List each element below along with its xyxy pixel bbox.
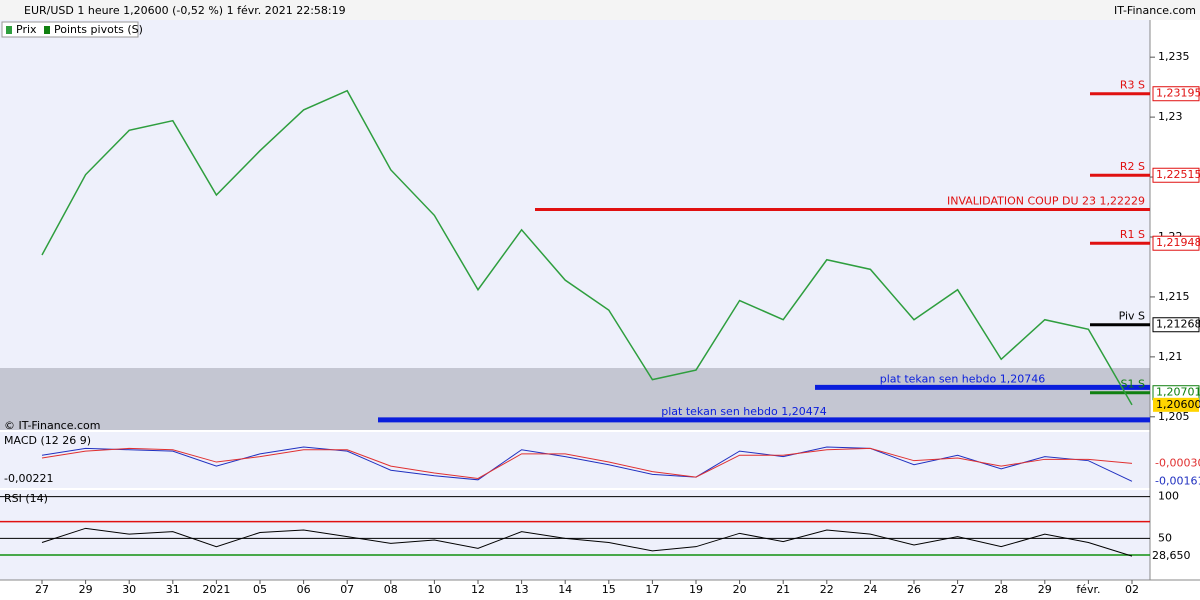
x-tick-label: 21 [776,583,790,596]
x-tick-label: 29 [79,583,93,596]
level-name: Piv S [1119,310,1145,323]
x-tick-label: 19 [689,583,703,596]
rsi-value: 28,650 [1152,549,1191,562]
x-tick-label: 27 [35,583,49,596]
legend-label: Points pivots (S) [54,23,143,36]
x-tick-label: 28 [994,583,1008,596]
x-tick-label: 10 [427,583,441,596]
macd-panel [0,432,1150,488]
x-tick-label: 27 [951,583,965,596]
x-tick-label: 20 [733,583,747,596]
y-tick-label: 1,205 [1158,410,1190,423]
copyright: © IT-Finance.com [4,419,101,432]
panel-title: RSI (14) [4,492,48,505]
y-tick-label: 50 [1158,531,1172,544]
x-tick-label: 05 [253,583,267,596]
level-name: R3 S [1120,79,1145,92]
rsi-panel [0,490,1150,580]
level-name: plat tekan sen hebdo 1,20474 [661,405,826,418]
x-tick-label: 15 [602,583,616,596]
panel-title: MACD (12 26 9) [4,434,91,447]
y-tick-label: 1,21 [1158,350,1183,363]
y-tick-label: 1,235 [1158,50,1190,63]
level-name: plat tekan sen hebdo 1,20746 [880,372,1045,385]
last-tag [1153,397,1199,412]
price-panel [0,20,1150,430]
site: IT-Finance.com [1114,4,1196,17]
x-tick-label: 07 [340,583,354,596]
y-tick-label: 1,23 [1158,110,1183,123]
x-tick-label: 13 [515,583,529,596]
x-tick-label: 26 [907,583,921,596]
x-tick-label: 2021 [202,583,230,596]
level-value: 1,21948 [1156,236,1200,249]
legend-label: Prix [16,23,37,36]
x-tick-label: 29 [1038,583,1052,596]
x-tick-label: 17 [645,583,659,596]
x-tick-label: 02 [1125,583,1139,596]
legend-swatch [44,26,50,34]
x-tick-label: 06 [297,583,311,596]
macd-line [41,447,1133,479]
title: EUR/USD 1 heure 1,20600 (-0,52 %) 1 févr… [24,4,346,17]
level-name: INVALIDATION COUP DU 23 1,22229 [947,195,1145,208]
cursor-label: -0,00221 [4,472,53,485]
x-tick-label: 14 [558,583,572,596]
level-value: 1,23195 [1156,87,1200,100]
x-tick-label: 08 [384,583,398,596]
level-name: S1 S [1121,378,1145,391]
macd-value: -0,00161 [1155,474,1200,487]
macd-line [41,446,1133,482]
x-tick-label: 12 [471,583,485,596]
level-value: 1,20701 [1156,386,1200,399]
y-tick-label: 1,215 [1158,290,1190,303]
level-name: R1 S [1120,228,1145,241]
last-value: 1,20600 [1156,398,1200,411]
x-tick-label: 24 [863,583,877,596]
x-tick-label: 30 [122,583,136,596]
x-tick-label: févr. [1076,583,1100,596]
level-name: R2 S [1120,160,1145,173]
x-tick-label: 22 [820,583,834,596]
legend-box [1,21,139,38]
macd-value: -0,00030 [1155,456,1200,469]
level-tag [1152,317,1200,333]
level-tag [1152,167,1200,183]
level-tag [1152,235,1200,251]
level-value: 1,21268 [1156,318,1200,331]
header-bar [0,0,1200,20]
level-value: 1,22515 [1156,168,1200,181]
legend-swatch [6,26,12,34]
y-tick-label: 100 [1158,490,1179,503]
x-tick-label: 31 [166,583,180,596]
level-tag [1152,86,1200,102]
price-line [41,89,1133,406]
rsi-line [41,527,1133,557]
